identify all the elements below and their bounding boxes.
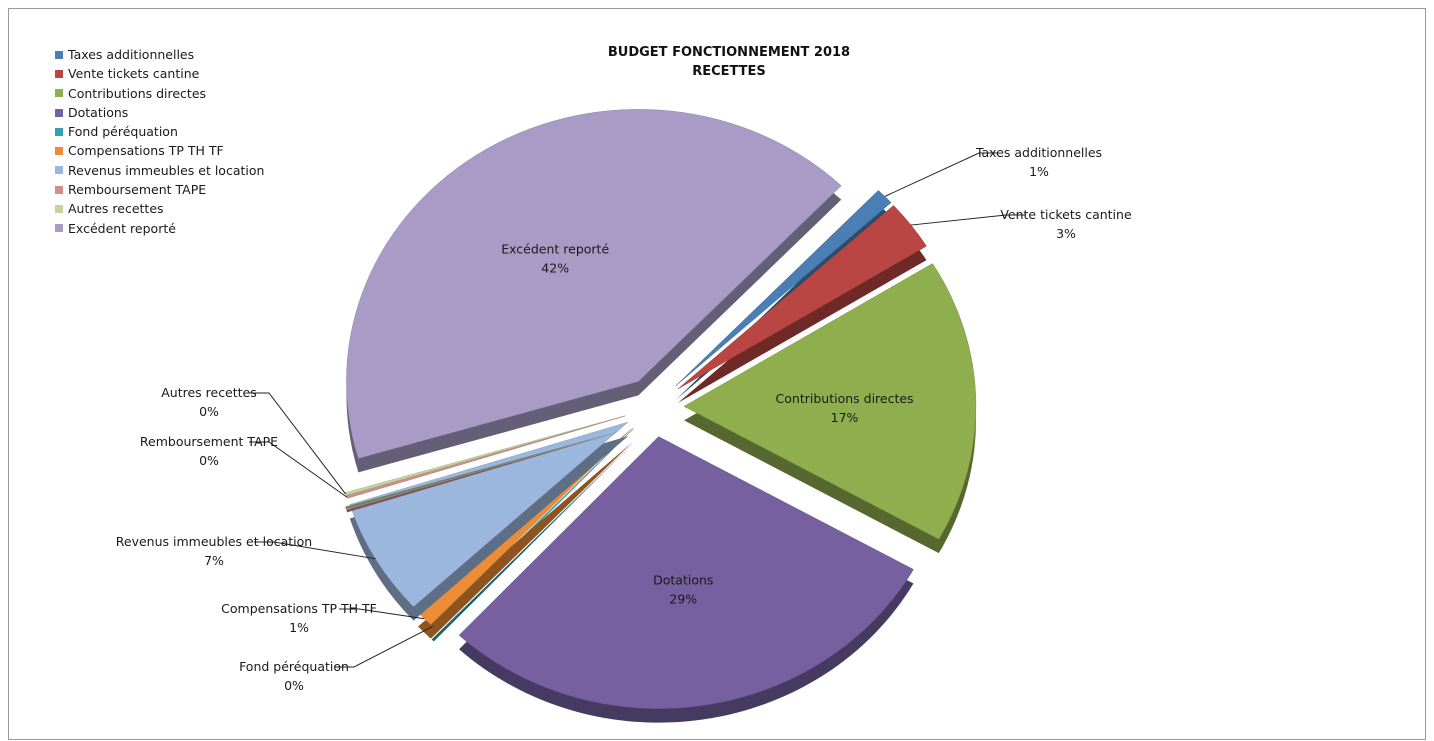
chart-title-block: BUDGET FONCTIONNEMENT 2018 RECETTES	[569, 43, 889, 81]
legend-swatch	[55, 205, 63, 214]
legend-swatch	[55, 224, 63, 233]
data-label-value-remboursement-tape: 0%	[199, 453, 219, 468]
legend-label: Revenus immeubles et location	[68, 162, 265, 178]
slice-contributions-directes	[683, 263, 977, 540]
legend-label: Taxes additionnelles	[68, 47, 195, 62]
data-label-name-taxes-additionnelles: Taxes additionnelles	[975, 145, 1102, 160]
slice-depth-compensations-tp-th-tf	[418, 442, 633, 639]
leader-line-remboursement-tape	[249, 441, 347, 498]
slice-excedent-reporte	[346, 109, 842, 459]
chart-subtitle: RECETTES	[692, 64, 766, 79]
legend-label: Excédent reporté	[68, 220, 176, 236]
slice-depth-autres-recettes	[345, 429, 626, 510]
data-label-name-contributions-directes: Contributions directes	[776, 391, 914, 406]
legend-swatch	[55, 147, 63, 156]
legend-label: Vente tickets cantine	[68, 66, 200, 82]
data-label-value-vente-tickets-cantine: 3%	[1056, 226, 1076, 241]
chart-legend: Taxes additionnelles Vente tickets cantin…	[55, 45, 264, 238]
data-label-value-revenus-immeubles-et-location: 7%	[204, 553, 224, 568]
data-label-value-contributions-directes: 17%	[831, 410, 859, 425]
legend-item-compensations-tp-th-tf: Compensations TP TH TF	[55, 141, 264, 160]
data-label-value-excedent-reporte: 42%	[541, 260, 569, 275]
legend-item-dotations: Dotations	[55, 103, 264, 122]
legend-swatch	[55, 69, 63, 78]
legend-swatch	[55, 89, 63, 98]
leader-line-compensations-tp-th-tf	[339, 608, 425, 620]
data-label-name-autres-recettes: Autres recettes	[161, 385, 257, 400]
legend-item-taxes-additionnelles: Taxes additionnelles	[55, 45, 264, 64]
data-label-value-taxes-additionnelles: 1%	[1029, 164, 1049, 179]
legend-label: Fond péréquation	[68, 124, 178, 140]
legend-item-revenus-immeubles-et-location: Revenus immeubles et location	[55, 161, 264, 180]
legend-item-excedent-reporte: Excédent reporté	[55, 219, 264, 238]
pie-chart: Taxes additionnelles 1% Vente tickets cant…	[116, 109, 1132, 723]
leader-line-vente-tickets-cantine	[910, 214, 1026, 226]
legend-swatch	[55, 166, 63, 175]
slice-depth-fond-perequation	[431, 442, 634, 642]
data-label-name-remboursement-tape: Remboursement TAPE	[140, 434, 278, 449]
data-label-value-fond-perequation: 0%	[284, 678, 304, 693]
data-label-name-compensations-tp-th-tf: Compensations TP TH TF	[221, 601, 377, 616]
data-label-value-compensations-tp-th-tf: 1%	[289, 620, 309, 635]
legend-label: Remboursement TAPE	[68, 182, 207, 198]
legend-item-fond-perequation: Fond péréquation	[55, 122, 264, 141]
leader-line-fond-perequation	[334, 625, 433, 668]
legend-label: Autres recettes	[68, 201, 164, 217]
leader-line-taxes-additionnelles	[884, 152, 999, 197]
data-label-name-excedent-reporte: Excédent reporté	[501, 241, 609, 256]
legend-swatch	[55, 185, 63, 194]
slice-taxes-additionnelles	[675, 190, 892, 387]
leader-line-revenus-immeubles-et-location	[254, 541, 376, 560]
legend-label: Dotations	[68, 104, 129, 120]
legend-label: Contributions directes	[68, 85, 207, 101]
data-label-name-fond-perequation: Fond péréquation	[239, 659, 349, 674]
legend-item-contributions-directes: Contributions directes	[55, 84, 264, 103]
data-label-value-dotations: 29%	[669, 591, 697, 606]
legend-label: Compensations TP TH TF	[68, 143, 224, 159]
data-label-name-vente-tickets-cantine: Vente tickets cantine	[1000, 207, 1132, 222]
leader-line-autres-recettes	[249, 392, 347, 495]
slice-depth-remboursement-tape	[346, 429, 626, 513]
slice-remboursement-tape	[345, 415, 626, 499]
chart-frame: Taxes additionnelles 1% Vente tickets cant…	[8, 8, 1426, 740]
legend-swatch	[55, 127, 63, 136]
legend-item-autres-recettes: Autres recettes	[55, 199, 264, 218]
data-labels: Taxes additionnelles 1% Vente tickets cant…	[116, 145, 1132, 693]
data-label-name-revenus-immeubles-et-location: Revenus immeubles et location	[116, 534, 312, 549]
legend-item-remboursement-tape: Remboursement TAPE	[55, 180, 264, 199]
slice-dotations	[458, 436, 914, 709]
pie-slices	[344, 109, 977, 723]
chart-title: BUDGET FONCTIONNEMENT 2018	[607, 45, 851, 60]
legend-swatch	[55, 108, 63, 117]
slice-vente-tickets-cantine	[677, 205, 927, 390]
legend-item-vente-tickets-cantine: Vente tickets cantine	[55, 64, 264, 83]
data-label-value-autres-recettes: 0%	[199, 404, 219, 419]
legend-swatch	[55, 50, 63, 59]
data-label-name-dotations: Dotations	[653, 572, 713, 587]
